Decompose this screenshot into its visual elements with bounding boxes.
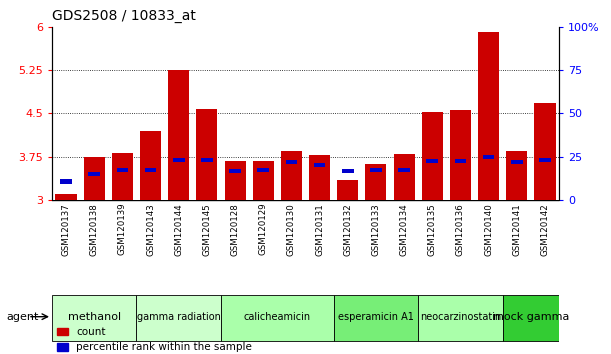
Bar [422,112,443,200]
Bar [281,151,302,200]
Bar [112,153,133,200]
Bar [342,169,354,173]
Text: GSM120142: GSM120142 [541,203,549,256]
FancyBboxPatch shape [418,295,503,341]
Bar [201,158,213,161]
FancyBboxPatch shape [221,295,334,341]
Bar [140,131,161,200]
Bar [511,160,522,165]
Bar [539,158,551,161]
Bar [60,179,72,183]
Bar [426,159,438,163]
Bar [507,151,527,200]
Text: GSM120139: GSM120139 [118,203,127,255]
Bar [168,70,189,200]
Bar [253,161,274,200]
Text: mock gamma: mock gamma [492,312,569,322]
Bar [365,164,387,200]
Text: gamma radiation: gamma radiation [137,312,221,322]
Bar [257,168,269,172]
Bar [478,32,499,200]
Bar [455,159,466,163]
Bar [145,168,156,172]
Bar [56,194,76,200]
Text: GSM120131: GSM120131 [315,203,324,256]
FancyBboxPatch shape [503,295,559,341]
Text: neocarzinostatin: neocarzinostatin [420,312,501,322]
Bar [173,158,185,161]
FancyBboxPatch shape [52,295,136,341]
Bar [89,172,100,176]
Text: GSM120128: GSM120128 [230,203,240,256]
Text: GSM120134: GSM120134 [400,203,409,256]
FancyBboxPatch shape [136,295,221,341]
Bar [309,155,330,200]
Text: methanol: methanol [68,312,121,322]
Bar [285,160,297,165]
Text: GSM120138: GSM120138 [90,203,99,256]
Bar [450,110,471,200]
Text: GSM120145: GSM120145 [202,203,211,256]
Text: GSM120135: GSM120135 [428,203,437,256]
Bar [314,163,326,167]
Text: GSM120141: GSM120141 [512,203,521,256]
Legend: count, percentile rank within the sample: count, percentile rank within the sample [57,327,252,352]
Bar [337,180,358,200]
Text: GSM120144: GSM120144 [174,203,183,256]
Text: GSM120137: GSM120137 [62,203,70,256]
Text: GSM120140: GSM120140 [484,203,493,256]
Text: GSM120133: GSM120133 [371,203,381,256]
Text: GSM120129: GSM120129 [258,203,268,255]
FancyBboxPatch shape [334,295,418,341]
Bar [535,103,555,200]
Bar [370,168,382,172]
Text: GSM120130: GSM120130 [287,203,296,256]
Text: GSM120132: GSM120132 [343,203,353,256]
Bar [483,155,494,159]
Bar [224,161,246,200]
Text: GDS2508 / 10833_at: GDS2508 / 10833_at [52,9,196,23]
Bar [196,109,218,200]
Text: calicheamicin: calicheamicin [244,312,311,322]
Bar [84,156,104,200]
Bar [393,154,415,200]
Bar [229,169,241,173]
Text: GSM120143: GSM120143 [146,203,155,256]
Text: GSM120136: GSM120136 [456,203,465,256]
Text: esperamicin A1: esperamicin A1 [338,312,414,322]
Bar [398,168,410,172]
Bar [117,168,128,172]
Text: agent: agent [6,312,38,322]
